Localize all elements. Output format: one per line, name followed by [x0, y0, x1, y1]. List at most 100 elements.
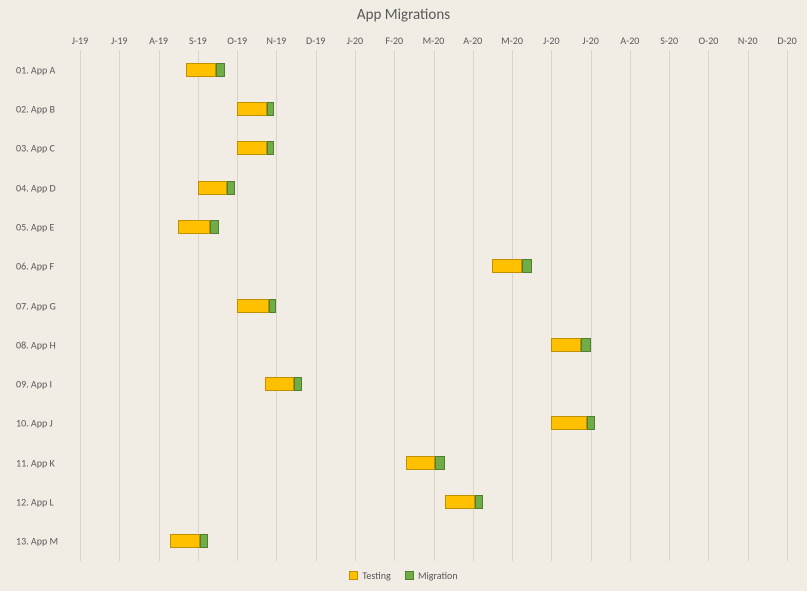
y-axis-label: 09. App I [0, 378, 74, 391]
bar-segment-testing [551, 416, 586, 430]
gridline [434, 50, 435, 561]
x-tick-label: F-20 [385, 34, 403, 47]
bar-segment-testing [237, 102, 266, 116]
gridline [159, 50, 160, 561]
y-axis-label: 02. App B [0, 102, 74, 115]
y-axis-label: 03. App C [0, 142, 74, 155]
bar-segment-migration [581, 338, 591, 352]
bar-segment-testing [551, 338, 580, 352]
x-tick-label: M-20 [423, 34, 445, 47]
legend-swatch-migration [405, 571, 414, 580]
bar-segment-migration [267, 141, 275, 155]
x-tick-label: S-20 [660, 34, 678, 47]
x-tick-label: N-20 [738, 34, 758, 47]
x-axis: J-19J-19A-19S-19O-19N-19D-19J-20F-20M-20… [80, 34, 787, 50]
plot-area [80, 50, 787, 561]
x-tick-label: J-20 [347, 34, 363, 47]
x-tick-label: A-19 [149, 34, 168, 47]
y-axis-label: 05. App E [0, 220, 74, 233]
x-tick-label: N-19 [267, 34, 287, 47]
bar-row [551, 338, 590, 352]
bar-row [186, 63, 225, 77]
bar-row [445, 495, 482, 509]
bar-row [406, 456, 445, 470]
bar-segment-migration [294, 377, 302, 391]
bar-row [198, 181, 235, 195]
gridline [708, 50, 709, 561]
bar-segment-migration [435, 456, 445, 470]
gridline [119, 50, 120, 561]
x-tick-label: A-20 [463, 34, 482, 47]
bar-segment-testing [198, 181, 227, 195]
bar-segment-migration [269, 299, 277, 313]
x-tick-label: A-20 [620, 34, 639, 47]
gridline [198, 50, 199, 561]
y-axis-label: 12. App L [0, 496, 74, 509]
bar-row [170, 534, 207, 548]
bar-segment-migration [216, 63, 226, 77]
bar-segment-migration [475, 495, 483, 509]
legend-item-testing: Testing [349, 569, 390, 582]
gridline [394, 50, 395, 561]
bar-segment-testing [445, 495, 474, 509]
x-tick-label: D-19 [306, 34, 325, 47]
bar-segment-migration [200, 534, 208, 548]
y-axis-label: 07. App G [0, 299, 74, 312]
bar-row [237, 299, 276, 313]
y-axis-label: 04. App D [0, 181, 74, 194]
y-axis-label: 10. App J [0, 417, 74, 430]
gridline [748, 50, 749, 561]
legend: Testing Migration [0, 569, 807, 583]
y-axis-label: 01. App A [0, 63, 74, 76]
gridline [473, 50, 474, 561]
x-tick-label: O-20 [699, 34, 719, 47]
bar-segment-migration [267, 102, 275, 116]
legend-label-migration: Migration [418, 569, 458, 582]
chart-title: App Migrations [0, 6, 807, 24]
bar-segment-migration [227, 181, 235, 195]
bar-segment-testing [170, 534, 199, 548]
bar-segment-testing [492, 259, 521, 273]
x-tick-label: S-19 [189, 34, 207, 47]
gridline [316, 50, 317, 561]
gridline [669, 50, 670, 561]
bar-row [551, 416, 594, 430]
gridline [512, 50, 513, 561]
bar-segment-testing [265, 377, 294, 391]
bar-segment-testing [178, 220, 209, 234]
gridline [551, 50, 552, 561]
gridline [80, 50, 81, 561]
y-axis-label: 11. App K [0, 456, 74, 469]
bar-row [492, 259, 531, 273]
legend-swatch-testing [349, 571, 358, 580]
app-migrations-chart: App Migrations J-19 J-19 A-19 S-19 O-19 N-19 D… [0, 0, 807, 591]
bar-segment-testing [186, 63, 215, 77]
gridline [355, 50, 356, 561]
bar-segment-migration [522, 259, 532, 273]
x-tick-label: D-20 [777, 34, 796, 47]
gridline [630, 50, 631, 561]
y-axis-label: 06. App F [0, 260, 74, 273]
legend-item-migration: Migration [405, 569, 458, 582]
bar-segment-migration [210, 220, 220, 234]
bar-row [265, 377, 302, 391]
bar-row [178, 220, 219, 234]
x-tick-label: J-19 [111, 34, 127, 47]
y-axis-label: 13. App M [0, 535, 74, 548]
bar-segment-testing [237, 141, 266, 155]
x-tick-label: J-20 [543, 34, 559, 47]
bar-segment-testing [237, 299, 268, 313]
bar-row [237, 141, 274, 155]
bar-row [237, 102, 274, 116]
x-tick-label: O-19 [227, 34, 247, 47]
gridline [787, 50, 788, 561]
x-tick-label: M-20 [501, 34, 523, 47]
y-axis-label: 08. App H [0, 338, 74, 351]
x-tick-label: J-19 [72, 34, 88, 47]
x-tick-label: J-20 [582, 34, 598, 47]
legend-label-testing: Testing [362, 569, 390, 582]
bar-segment-migration [587, 416, 595, 430]
gridline [591, 50, 592, 561]
bar-segment-testing [406, 456, 435, 470]
gridline [276, 50, 277, 561]
